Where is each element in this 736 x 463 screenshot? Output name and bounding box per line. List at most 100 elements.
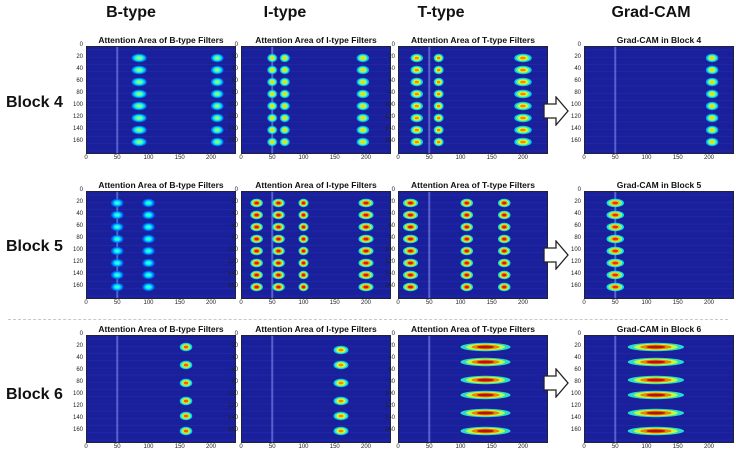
x-tick-label: 50	[425, 155, 433, 161]
heatmap-streak	[86, 223, 236, 225]
heatmap-hotspot	[146, 273, 151, 277]
x-tick-label: 200	[703, 444, 714, 450]
heatmap-streak	[241, 146, 391, 148]
heatmap-streak	[241, 381, 391, 383]
heatmap-streak	[241, 198, 391, 200]
heatmap-hotspot	[136, 104, 142, 108]
x-tick-label: 50	[268, 444, 276, 450]
heatmap-streak	[584, 234, 734, 236]
column-header-t-type: T-type	[417, 4, 465, 21]
heatmap-streak	[241, 132, 391, 134]
y-tick-label: 40	[76, 355, 83, 361]
heatmap-streak	[241, 399, 391, 401]
heatmap-streak	[584, 139, 734, 141]
heatmap-streak	[241, 96, 391, 98]
y-tick-label: 160	[384, 138, 395, 144]
heatmap-hotspot	[254, 213, 259, 217]
y-tick-label: 40	[231, 211, 238, 217]
heatmap-streak	[86, 118, 236, 119]
heatmap-streak	[584, 407, 734, 408]
heatmap-streak	[241, 234, 391, 236]
y-tick-label: 160	[570, 283, 581, 289]
heatmap-hotspot	[254, 201, 259, 205]
heatmap-hotspot	[612, 213, 619, 217]
heatmap-hotspot	[477, 429, 494, 433]
heatmap-streak	[86, 392, 236, 394]
heatmap-hotspot	[363, 273, 369, 277]
y-tick-label: 80	[574, 379, 581, 385]
heatmap-streak	[86, 417, 236, 419]
y-tick-label: 100	[384, 102, 395, 108]
heatmap-hotspot	[276, 261, 281, 265]
y-tick-label: 120	[72, 114, 83, 120]
heatmap-streak	[584, 223, 734, 225]
y-tick-label: 160	[72, 283, 83, 289]
y-tick-label: 100	[384, 391, 395, 397]
heatmap-streak	[398, 284, 548, 286]
heatmap-streak	[86, 349, 236, 351]
heatmap-streak	[86, 146, 236, 148]
y-tick-label: 60	[231, 367, 238, 373]
heatmap-hotspot	[301, 201, 306, 205]
heatmap-streak	[241, 421, 391, 423]
heatmap-streak	[398, 89, 548, 91]
y-tick-label: 80	[231, 379, 238, 385]
heatmap-streak	[241, 288, 391, 290]
heatmap-hotspot	[215, 56, 220, 60]
heatmap-hotspot	[710, 80, 715, 84]
heatmap-streak	[86, 212, 236, 214]
y-tick-label: 80	[388, 379, 395, 385]
y-tick-label: 160	[227, 283, 238, 289]
heatmap-streak	[241, 353, 391, 354]
x-tick-label: 200	[360, 155, 371, 161]
heatmap-streak	[241, 209, 391, 210]
heatmap-streak	[86, 421, 236, 423]
heatmap-vertical-line	[614, 191, 617, 299]
heatmap-hotspot	[136, 140, 142, 144]
heatmap-hotspot	[436, 116, 441, 120]
y-tick-label: 100	[570, 391, 581, 397]
y-tick-label: 80	[76, 235, 83, 241]
y-tick-label: 120	[227, 114, 238, 120]
y-tick-label: 80	[231, 90, 238, 96]
heatmap-streak	[241, 110, 391, 112]
heatmap-streak	[86, 56, 236, 58]
heatmap-streak	[584, 103, 734, 105]
heatmap-streak	[241, 295, 391, 297]
heatmap-streak	[398, 67, 548, 69]
heatmap-streak	[241, 216, 391, 218]
heatmap-hotspot	[270, 104, 274, 108]
heatmap-streak	[241, 374, 391, 376]
heatmap-hotspot	[146, 237, 151, 241]
heatmap-streak	[584, 389, 734, 390]
heatmap-hotspot	[436, 56, 441, 60]
heatmap-streak	[241, 367, 391, 369]
heatmap-streak	[86, 71, 236, 73]
heatmap-streak	[241, 425, 391, 426]
x-tick-label: 150	[486, 300, 497, 306]
x-tick-label: 100	[143, 300, 154, 306]
y-tick-label: 0	[577, 42, 581, 48]
heatmap-streak	[398, 367, 548, 369]
panel-title: Attention Area of I-type Filters	[255, 35, 377, 45]
heatmap-streak	[86, 114, 236, 116]
heatmap-streak	[86, 403, 236, 405]
y-tick-label: 60	[76, 367, 83, 373]
heatmap-frame	[86, 46, 236, 154]
heatmap-streak	[398, 281, 548, 282]
y-tick-label: 100	[227, 247, 238, 253]
heatmap-panel	[398, 335, 548, 443]
heatmap-streak	[584, 439, 734, 441]
heatmap-streak	[86, 92, 236, 94]
heatmap-hotspot	[407, 249, 414, 253]
heatmap-streak	[241, 223, 391, 225]
y-tick-label: 140	[72, 271, 83, 277]
heatmap-streak	[398, 114, 548, 116]
x-tick-label: 50	[268, 300, 276, 306]
heatmap-hotspot	[464, 201, 469, 205]
heatmap-hotspot	[283, 56, 287, 60]
x-tick-label: 0	[396, 444, 400, 450]
x-tick-label: 150	[486, 444, 497, 450]
heatmap-streak	[86, 64, 236, 65]
heatmap-streak	[398, 78, 548, 80]
